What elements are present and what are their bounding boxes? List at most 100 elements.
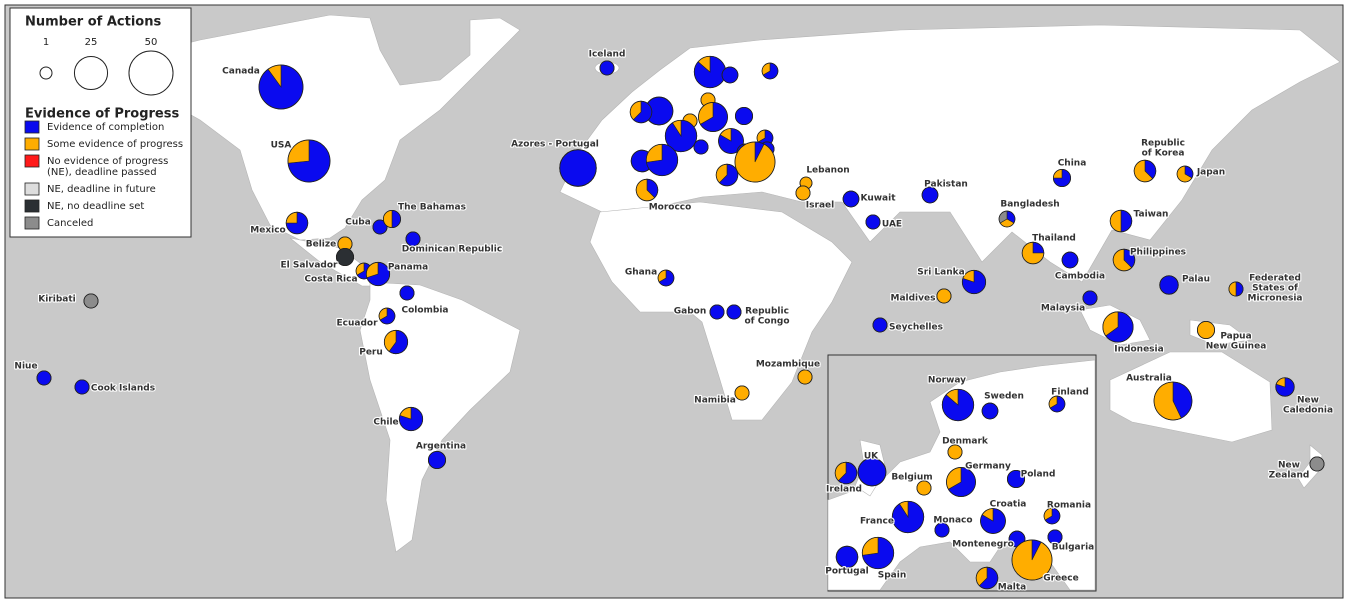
pie-outline: [399, 285, 415, 301]
pie-marker-overview: [761, 62, 779, 80]
pie-outline: [961, 269, 987, 295]
pie-outline: [934, 522, 950, 538]
pie-marker: Colombia: [399, 285, 450, 317]
marker-label: Caledonia: [1283, 406, 1333, 416]
pie-marker: Sri Lanka: [916, 266, 987, 295]
marker-label: New Guinea: [1206, 342, 1267, 352]
marker-label: Kiribati: [38, 295, 76, 305]
pie-marker: Malta: [975, 566, 1027, 594]
marker-label: Costa Rica: [304, 275, 357, 285]
pie-outline: [1082, 290, 1098, 306]
marker-label: Bangladesh: [1000, 200, 1059, 210]
pie-marker: Niue: [13, 360, 52, 386]
pie-marker: Spain: [861, 536, 907, 582]
pie-marker-overview: [645, 143, 679, 177]
pie-outline: [857, 457, 887, 487]
marker-label: Canada: [222, 67, 260, 77]
marker-label: USA: [271, 141, 292, 151]
marker-label: Dominican Republic: [402, 245, 502, 255]
marker-label: Croatia: [990, 500, 1027, 510]
marker-label: Maldives: [891, 294, 936, 304]
pie-outline: [1196, 320, 1216, 340]
legend-size-circle: [73, 55, 109, 91]
pie-marker-overview: [718, 128, 744, 154]
legend-size-label: 50: [145, 37, 158, 48]
marker-label: Lebanon: [806, 166, 849, 176]
pie-outline: [861, 536, 895, 570]
pie-marker: Cuba: [344, 216, 388, 235]
pie-outline: [980, 508, 1006, 534]
marker-label: Ghana: [625, 268, 657, 278]
pie-marker: Kiribati: [37, 293, 99, 309]
pie-outline: [715, 163, 739, 187]
legend-swatch: [24, 182, 40, 196]
legend-label: No evidence of progress: [47, 156, 168, 167]
marker-label: Portugal: [825, 567, 869, 577]
pie-outline: [599, 60, 615, 76]
pie-outline: [365, 261, 391, 287]
marker-label: New: [1297, 396, 1319, 406]
pie-marker: Greece: [1011, 539, 1080, 585]
pie-marker-overview: [693, 139, 709, 155]
marker-label: Peru: [359, 348, 383, 358]
pie-marker: Romania: [1043, 499, 1092, 525]
pie-outline: [559, 149, 597, 187]
pie-outline: [865, 214, 881, 230]
pie-outline: [36, 370, 52, 386]
pie-marker: Ghana: [624, 266, 675, 287]
legend-size-circle: [39, 66, 53, 80]
marker-label: Ecuador: [336, 319, 378, 329]
pie-outline: [872, 317, 888, 333]
pie-outline: [795, 185, 811, 201]
pie-outline: [842, 190, 860, 208]
pie-marker-overview: [734, 106, 754, 126]
legend-size-title: Number of Actions: [25, 15, 161, 30]
pie-marker: Azores - Portugal: [510, 138, 600, 187]
pie-marker: Bulgaria: [1047, 529, 1095, 554]
pie-marker: Poland: [1006, 468, 1056, 489]
pie-marker: Palau: [1159, 273, 1211, 295]
pie-outline: [645, 143, 679, 177]
pie-outline: [1102, 311, 1134, 343]
legend-label: NE, deadline in future: [47, 184, 156, 195]
marker-label: Chile: [373, 418, 398, 428]
pie-outline: [1159, 275, 1179, 295]
marker-label: Belgium: [891, 473, 932, 483]
marker-label: Papua: [1220, 332, 1251, 342]
pie-outline: [1153, 381, 1193, 421]
pie-outline: [726, 304, 742, 320]
marker-label: Iceland: [589, 50, 626, 60]
pie-marker: Belgium: [890, 471, 934, 496]
marker-label: Finland: [1051, 388, 1089, 398]
marker-label: Malta: [998, 583, 1027, 593]
marker-label: Republic: [1141, 139, 1185, 149]
legend-color-title: Evidence of Progress: [25, 107, 179, 122]
pie-marker: Bangladesh: [998, 198, 1061, 228]
marker-label: Azores - Portugal: [511, 140, 599, 150]
pie-outline: [1052, 168, 1072, 188]
pie-outline: [835, 545, 859, 569]
legend-size-label: 1: [43, 37, 49, 48]
pie-marker: Ecuador: [335, 307, 396, 330]
marker-label: Bulgaria: [1052, 543, 1094, 553]
pie-outline: [834, 461, 858, 485]
legend-box: [9, 7, 192, 238]
pie-outline: [372, 219, 388, 235]
pie-marker: Ireland: [825, 461, 863, 496]
pie-marker: Australia: [1125, 372, 1193, 421]
pie-marker: Maldives: [889, 288, 952, 305]
pie-outline: [718, 128, 744, 154]
marker-label: France: [860, 517, 894, 527]
marker-label: China: [1058, 159, 1087, 169]
marker-label: Taiwan: [1134, 210, 1169, 220]
marker-label: Poland: [1021, 470, 1056, 480]
legend-swatch: [24, 137, 40, 151]
marker-label: Kuwait: [861, 194, 897, 204]
marker-label: Namibia: [694, 396, 736, 406]
pie-marker: Cambodia: [1054, 251, 1106, 283]
marker-label: Republic: [745, 307, 789, 317]
